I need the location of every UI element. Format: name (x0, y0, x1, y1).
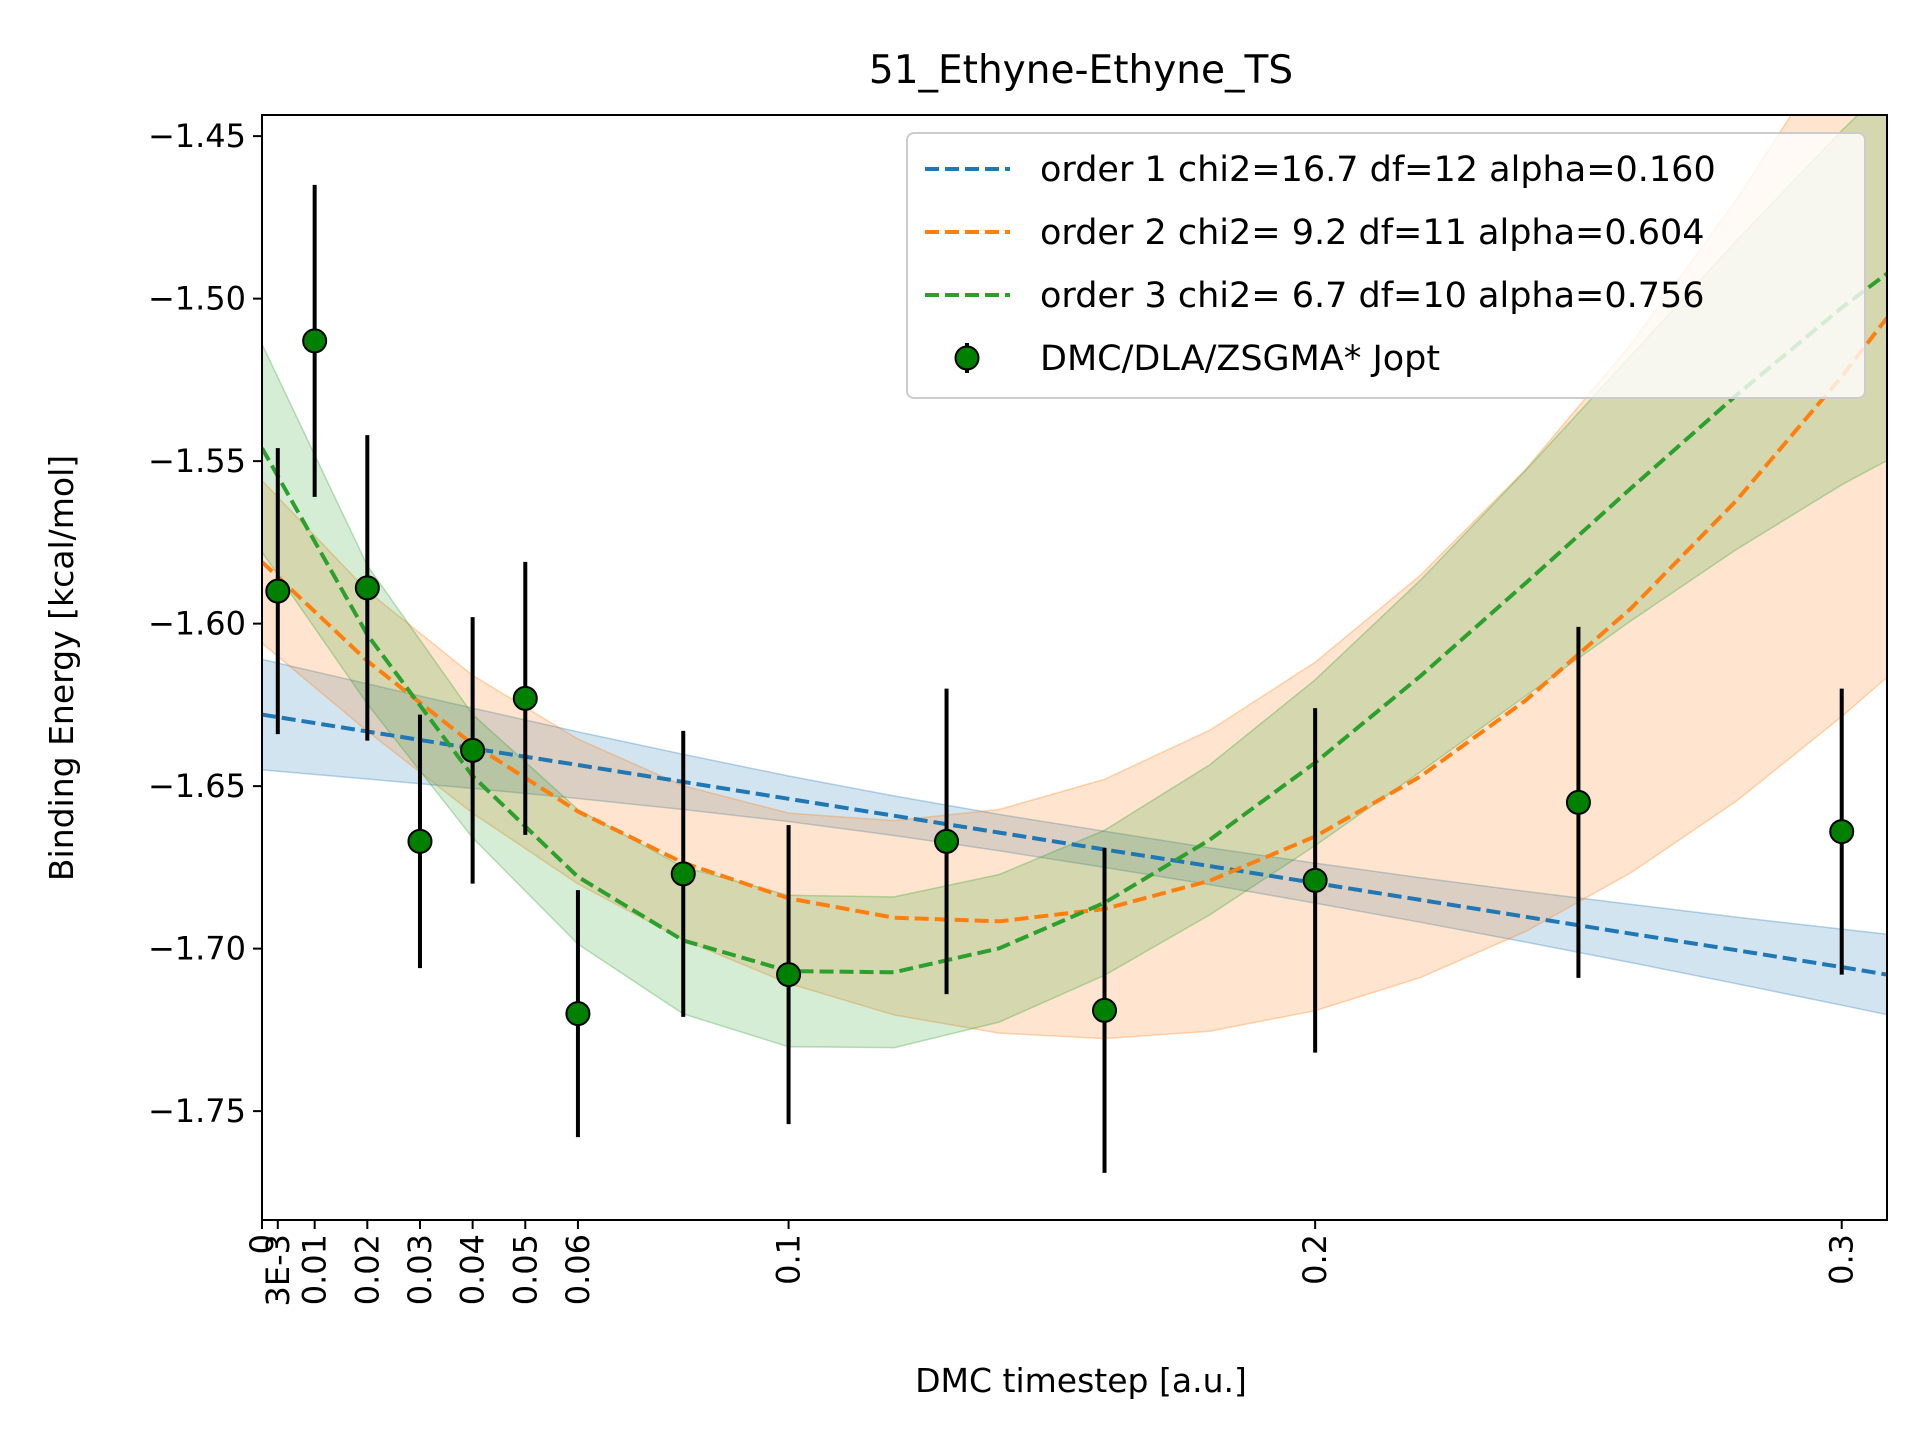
legend-label-order-3: order 3 chi2= 6.7 df=10 alpha=0.756 (1040, 276, 1705, 316)
x-tick-label-0: 0 (243, 1234, 281, 1254)
legend: order 1 chi2=16.7 df=12 alpha=0.160 orde… (906, 132, 1866, 399)
x-tick-label-10: 0.3 (1823, 1234, 1861, 1285)
y-tick-label-4: −1.65 (148, 767, 246, 805)
data-point-7 (565, 1001, 591, 1027)
x-tick-label-2: 0.01 (296, 1234, 334, 1305)
data-point-13 (1565, 789, 1591, 815)
data-point-1 (265, 578, 291, 604)
y-tick-label-1: −1.50 (148, 280, 246, 318)
data-point-8 (670, 861, 696, 887)
data-point-2 (302, 328, 328, 354)
legend-label-order-1: order 1 chi2=16.7 df=12 alpha=0.160 (1040, 150, 1716, 190)
data-points (265, 184, 1855, 1173)
data-point-12 (1302, 867, 1328, 893)
data-point-3 (354, 575, 380, 601)
x-tick-label-1: 3E-3 (259, 1234, 297, 1306)
fit-band-order-2 (262, 115, 1887, 1040)
fit-band-order-3 (262, 115, 1887, 1049)
data-point-10 (934, 828, 960, 854)
confidence-bands (262, 115, 1887, 1049)
x-tick-label-6: 0.05 (506, 1234, 544, 1305)
data-point-14 (1829, 819, 1855, 845)
x-tick-label-8: 0.1 (770, 1234, 808, 1285)
data-point-5 (460, 737, 486, 763)
x-tick-label-4: 0.03 (401, 1234, 439, 1305)
legend-box (906, 132, 1866, 399)
fit-band-order-1 (262, 658, 1887, 1016)
y-axis-label: Binding Energy [kcal/mol] (42, 455, 81, 881)
data-point-9 (776, 962, 802, 988)
legend-swatch-marker (954, 345, 980, 371)
legend-label-order-2: order 2 chi2= 9.2 df=11 alpha=0.604 (1040, 213, 1705, 253)
data-point-6 (512, 685, 538, 711)
legend-label-data: DMC/DLA/ZSGMA* Jopt (1040, 339, 1440, 379)
x-axis-label: DMC timestep [a.u.] (915, 1361, 1247, 1400)
x-tick-label-3: 0.02 (348, 1234, 386, 1305)
axis-ticks: 03E-30.01 0.02 0.03 0.04 0.05 0.06 0.1 0.2 0.3 −1… (148, 117, 1861, 1306)
fit-line-order-3 (262, 272, 1887, 975)
data-point-4 (407, 828, 433, 854)
y-tick-label-6: −1.75 (148, 1092, 246, 1130)
x-tick-label-5: 0.04 (454, 1234, 492, 1305)
y-tick-label-3: −1.60 (148, 605, 246, 643)
y-tick-label-2: −1.55 (148, 442, 246, 480)
x-tick-label-9: 0.2 (1296, 1234, 1334, 1285)
y-tick-label-0: −1.45 (148, 117, 246, 155)
data-point-11 (1092, 997, 1118, 1023)
chart-title: 51_Ethyne-Ethyne_TS (869, 48, 1293, 93)
x-tick-label-7: 0.06 (559, 1234, 597, 1305)
plot-frame (261, 114, 1888, 1221)
y-tick-label-5: −1.70 (148, 930, 246, 968)
